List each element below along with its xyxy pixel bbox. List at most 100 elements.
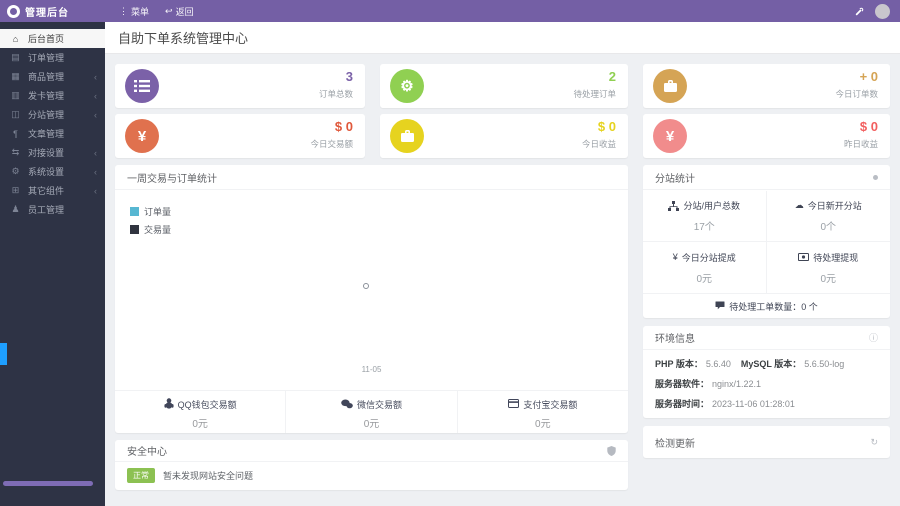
back-label: 返回: [175, 6, 194, 17]
cell-value: 0个: [820, 222, 837, 233]
sidebar-item-products[interactable]: ▦ 商品管理 ‹: [0, 67, 105, 86]
panel-options-icon[interactable]: [873, 174, 878, 180]
back-button[interactable]: ↩ 返回: [165, 5, 194, 18]
stat-value: $ 0: [859, 119, 878, 134]
pending-tickets-row: 待处理工单数量：0 个: [643, 293, 890, 318]
sidebar-scrollbar[interactable]: [3, 481, 93, 486]
sidebar-item-staff[interactable]: ♟ 员工管理: [0, 200, 105, 219]
cell-value: 0元: [820, 273, 837, 285]
yen-icon: ¥: [653, 119, 687, 153]
server-label: 服务器软件：: [655, 379, 710, 389]
info-circle-icon[interactable]: ⓘ: [868, 333, 878, 343]
sidebar-item-dashboard[interactable]: ⌂ 后台首页: [0, 29, 105, 48]
substation-users-cell: 分站/用户总数 17个: [643, 191, 767, 242]
brand[interactable]: 管理后台: [0, 4, 105, 19]
panel-header: 一周交易与订单统计: [115, 165, 628, 190]
panel-header: 检测更新 ↻: [643, 426, 890, 458]
stat-label: 订单总数: [318, 89, 353, 99]
stat-label: 今日交易额: [310, 139, 353, 149]
cell-label: 今日新开分站: [807, 201, 862, 211]
sidebar-item-orders[interactable]: ▤ 订单管理: [0, 48, 105, 67]
cloud-icon: ☁: [794, 200, 804, 210]
server-software-row: 服务器软件： nginx/1.22.1: [655, 377, 878, 390]
wrench-icon[interactable]: [854, 6, 865, 17]
sidebar-item-label: 对接设置: [28, 148, 65, 158]
sidebar-item-cards[interactable]: ▥ 发卡管理 ‹: [0, 86, 105, 105]
sidebar-item-label: 分站管理: [28, 110, 65, 120]
shield-icon: [607, 445, 616, 456]
sitemap-icon: [668, 200, 680, 211]
security-center-panel: 安全中心 正常 暂未发现网站安全问题: [115, 440, 628, 490]
sidebar: ⌂ 后台首页 ▤ 订单管理 ▦ 商品管理 ‹ ▥ 发卡管理 ‹ ◫ 分站管理 ‹…: [0, 22, 105, 506]
stat-card-today-earnings: $ 0 今日收益: [380, 114, 628, 158]
panel-title: 安全中心: [127, 447, 167, 458]
payment-label: QQ钱包交易额: [177, 400, 237, 410]
pending-withdrawals-cell: 待处理提现 0元: [767, 242, 891, 293]
menu-toggle-button[interactable]: ⋮ 菜单: [119, 5, 149, 18]
sidebar-item-label: 系统设置: [28, 167, 65, 177]
substation-grid: 分站/用户总数 17个 ☁ 今日新开分站 0个 ¥ 今日分站提成 0元: [643, 191, 890, 293]
sidebar-item-integration[interactable]: ⇆ 对接设置 ‹: [0, 143, 105, 162]
legend-label: 订单量: [144, 207, 172, 217]
wechat-icon: [341, 399, 353, 411]
stat-label: 昨日收益: [843, 139, 878, 149]
document-icon: ¶: [13, 128, 18, 139]
alipay-icon: [508, 399, 520, 410]
stat-card-yesterday-earnings: ¥ $ 0 昨日收益: [643, 114, 890, 158]
legend-label: 交易量: [144, 225, 172, 235]
sidebar-item-label: 商品管理: [28, 72, 65, 82]
legend-item-volume[interactable]: 交易量: [130, 223, 171, 236]
sidebar-item-label: 文章管理: [28, 129, 65, 139]
sidebar-item-components[interactable]: ⊞ 其它组件 ‹: [0, 181, 105, 200]
brand-title: 管理后台: [25, 7, 69, 19]
new-substations-cell: ☁ 今日新开分站 0个: [766, 191, 890, 242]
stat-value: 3: [345, 69, 353, 84]
cell-value: 0元: [696, 273, 713, 285]
panel-title: 检测更新: [655, 438, 695, 450]
top-right-actions: [854, 3, 900, 19]
sidebar-menu: ⌂ 后台首页 ▤ 订单管理 ▦ 商品管理 ‹ ▥ 发卡管理 ‹ ◫ 分站管理 ‹…: [0, 22, 105, 219]
security-status-row: 正常 暂未发现网站安全问题: [115, 462, 628, 488]
php-label: PHP 版本：: [655, 359, 703, 369]
stat-value: $ 0: [334, 119, 353, 134]
stat-card-today-orders: + 0 今日订单数: [643, 64, 890, 108]
stat-card-total-orders: 3 订单总数: [115, 64, 365, 108]
top-bar: 管理后台 ⋮ 菜单 ↩ 返回: [0, 0, 900, 22]
stat-card-today-volume: ¥ $ 0 今日交易额: [115, 114, 365, 158]
server-value: nginx/1.22.1: [712, 379, 762, 389]
gear-glyph: ⚙: [400, 77, 414, 95]
panel-header: 环境信息 ⓘ: [643, 326, 890, 350]
yen-glyph: ¥: [665, 127, 675, 145]
weekly-stats-panel: 一周交易与订单统计 订单量 交易量 11-05 QQ钱包交易额 0元: [115, 165, 628, 433]
refresh-icon[interactable]: ↻: [870, 436, 878, 447]
theme-switcher-tab[interactable]: [0, 343, 7, 365]
substation-stats-panel: 分站统计 分站/用户总数 17个 ☁ 今日新开分站 0个 ¥: [643, 165, 890, 318]
cell-label: 分站/用户总数: [683, 201, 740, 211]
stat-label: 待处理订单: [573, 89, 616, 99]
chevron-left-icon: ‹: [94, 166, 97, 177]
legend-item-orders[interactable]: 订单量: [130, 205, 171, 218]
sidebar-item-substations[interactable]: ◫ 分站管理 ‹: [0, 105, 105, 124]
payment-value: 0元: [192, 419, 208, 430]
sidebar-item-label: 订单管理: [28, 53, 65, 63]
commission-cell: ¥ 今日分站提成 0元: [643, 242, 767, 293]
check-update-panel[interactable]: 检测更新 ↻: [643, 426, 890, 458]
panel-title: 分站统计: [655, 173, 695, 185]
top-nav: ⋮ 菜单 ↩ 返回: [119, 5, 194, 18]
php-value: 5.6.40: [705, 359, 731, 369]
sidebar-item-system-settings[interactable]: ⚙ 系统设置 ‹: [0, 162, 105, 181]
sidebar-item-label: 其它组件: [28, 186, 65, 196]
gear-icon: ⚙: [390, 69, 424, 103]
brand-logo-icon: [7, 4, 20, 18]
comment-icon: [715, 301, 725, 312]
money-bill-icon: [798, 253, 810, 261]
stat-label: 今日收益: [581, 139, 616, 149]
yen-icon: ¥: [125, 119, 159, 153]
user-avatar[interactable]: [875, 3, 890, 19]
legend-swatch: [130, 225, 139, 234]
time-value: 2023-11-06 01:28:01: [712, 399, 795, 409]
sidebar-item-articles[interactable]: ¶ 文章管理: [0, 124, 105, 143]
list-ol-icon: [125, 69, 159, 103]
main-content: 自助下单系统管理中心 3 订单总数 ⚙ 2 待处理订单 + 0 今日订单数 ¥ …: [105, 22, 900, 506]
panel-title: 一周交易与订单统计: [127, 173, 217, 185]
